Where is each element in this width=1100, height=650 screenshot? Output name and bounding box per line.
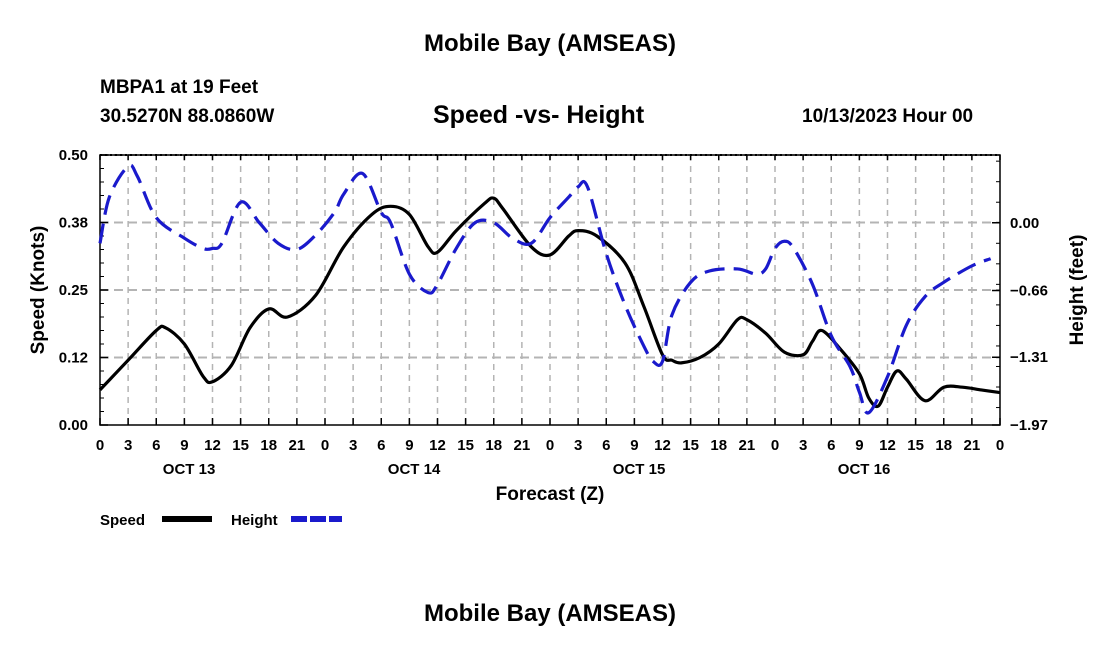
y2-axis-title: Height (feet) [1067, 235, 1088, 346]
x-tick-label: 12 [429, 437, 446, 454]
x-tick-label: 15 [682, 437, 699, 454]
x-tick-label: 3 [574, 437, 582, 454]
x-tick-label: 6 [602, 437, 610, 454]
x-tick-label: 3 [799, 437, 807, 454]
x-tick-label: 12 [879, 437, 896, 454]
x-tick-label: 0 [771, 437, 779, 454]
x-tick-label: 21 [739, 437, 756, 454]
chart-main-title: Mobile Bay (AMSEAS) [423, 30, 677, 57]
y2-tick-label: −1.97 [1010, 417, 1048, 434]
x-tick-label: 12 [204, 437, 221, 454]
x-day-label: OCT 13 [163, 461, 216, 478]
x-tick-label: 21 [289, 437, 306, 454]
x-tick-label: 6 [827, 437, 835, 454]
x-tick-label: 15 [232, 437, 249, 454]
y-tick-label: 0.38 [59, 215, 88, 232]
x-tick-label: 0 [96, 437, 104, 454]
x-tick-label: 15 [907, 437, 924, 454]
x-day-label: OCT 16 [838, 461, 891, 478]
x-tick-label: 9 [405, 437, 413, 454]
x-tick-label: 6 [377, 437, 385, 454]
station-label: MBPA1 at 19 Feet [100, 77, 259, 98]
y-tick-label: 0.00 [59, 417, 88, 434]
series-line-height [98, 163, 992, 415]
x-tick-label: 0 [546, 437, 554, 454]
station-coordinates: 30.5270N 88.0860W [100, 106, 275, 127]
x-tick-label: 18 [710, 437, 727, 454]
x-tick-label: 18 [485, 437, 502, 454]
legend-label-speed: Speed [100, 512, 145, 529]
footer-title: Mobile Bay (AMSEAS) [423, 600, 677, 627]
x-axis-title: Forecast (Z) [496, 484, 605, 505]
x-tick-label: 21 [514, 437, 531, 454]
chart-subtitle: Speed -vs- Height [433, 101, 645, 129]
y2-tick-label: −0.66 [1010, 283, 1048, 300]
legend-label-height: Height [231, 512, 278, 529]
x-day-label: OCT 14 [388, 461, 441, 478]
x-tick-label: 18 [935, 437, 952, 454]
series-line-speed [98, 196, 1001, 409]
x-tick-label: 0 [996, 437, 1004, 454]
y-tick-label: 0.12 [59, 350, 88, 367]
x-tick-label: 9 [630, 437, 638, 454]
x-tick-label: 15 [457, 437, 474, 454]
x-tick-label: 12 [654, 437, 671, 454]
forecast-datetime: 10/13/2023 Hour 00 [802, 106, 974, 127]
x-day-label: OCT 15 [613, 461, 666, 478]
y2-tick-label: 0.00 [1010, 215, 1039, 232]
x-tick-label: 3 [124, 437, 132, 454]
x-tick-label: 21 [964, 437, 981, 454]
y-tick-label: 0.50 [59, 147, 88, 164]
x-tick-label: 0 [321, 437, 329, 454]
x-tick-label: 9 [180, 437, 188, 454]
y2-tick-label: −1.31 [1010, 349, 1048, 366]
x-tick-label: 18 [260, 437, 277, 454]
x-tick-label: 9 [855, 437, 863, 454]
x-tick-label: 6 [152, 437, 160, 454]
y-axis-title: Speed (Knots) [28, 226, 49, 355]
x-tick-label: 3 [349, 437, 357, 454]
y-tick-label: 0.25 [59, 282, 88, 299]
